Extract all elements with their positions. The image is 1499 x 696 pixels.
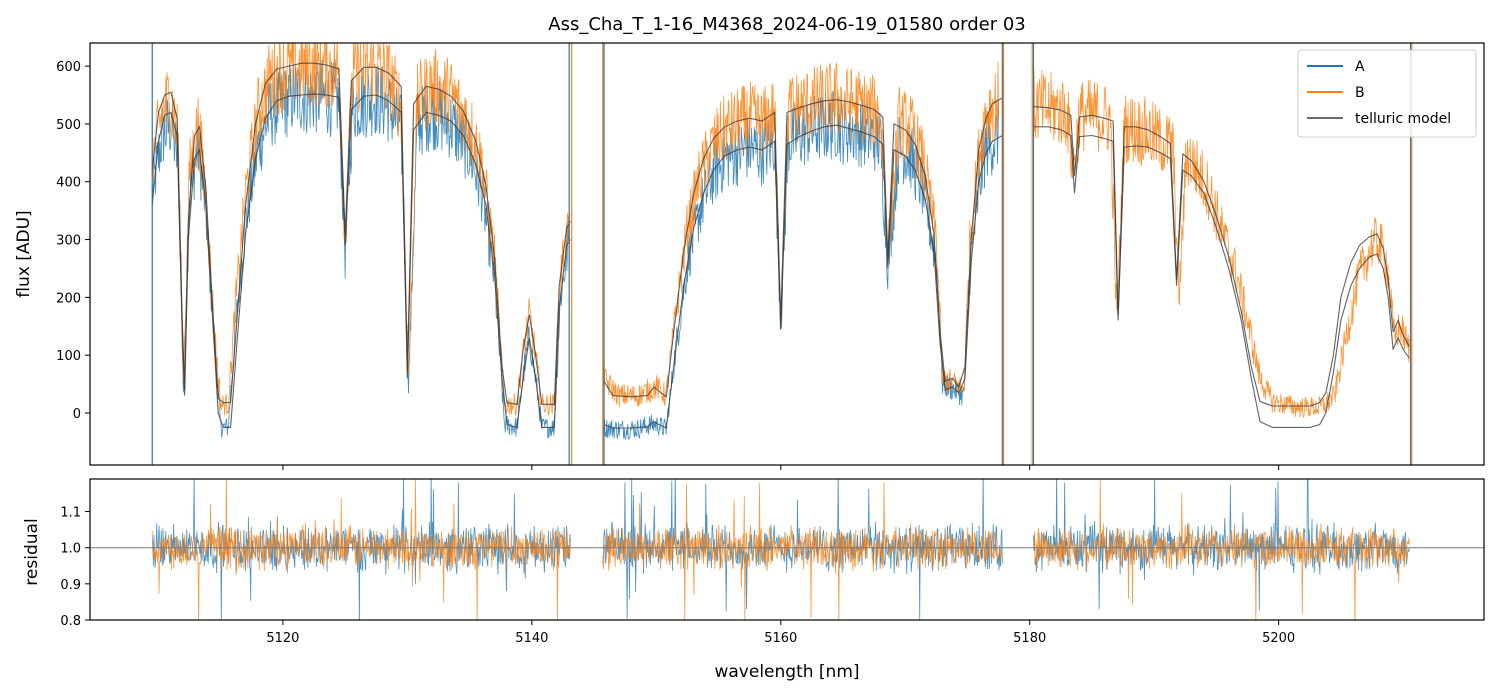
flux-y-tick-label: 500 [56,118,81,133]
telluric-model-curve [1033,106,1410,407]
top-panel-frame [89,42,1485,466]
residual-y-tick-label: 0.8 [60,614,81,629]
residual-y-tick-label: 1.0 [60,542,81,557]
x-tick-label: 5140 [515,631,548,646]
x-tick-label: 5200 [1262,631,1295,646]
residual-y-axis-label: residual [22,518,42,585]
legend-label-b: B [1355,85,1365,101]
flux-y-tick-label: 100 [56,349,81,364]
residual-b-trace [1033,479,1410,620]
telluric-model-curve [151,93,571,429]
flux-x-ticks [282,465,1280,470]
residual-b-trace [151,479,571,620]
flux-y-tick-label: 600 [56,60,81,75]
residual-lines [90,479,1484,620]
flux-y-tick-label: 400 [56,176,81,191]
flux-lines [151,43,1413,465]
telluric-model-curve [1033,126,1410,428]
legend-box [1297,49,1477,138]
residual-y-tick-label: 0.9 [60,578,81,593]
bottom-panel: 0.8 0.9 1.0 1.1 5120 5140 5160 5180 5200 residu… [22,478,1485,682]
x-axis-label: wavelength [nm] [714,662,859,682]
legend-label-model: telluric model [1355,111,1451,127]
flux-y-axis-label: flux [ADU] [14,210,34,297]
telluric-model-curve [603,97,1003,398]
flux-y-tick-label: 300 [56,234,81,249]
flux-y-ticks: 0 100 200 300 400 500 600 [56,60,90,422]
legend-label-a: A [1355,59,1365,75]
figure-title: Ass_Cha_T_1-16_M4368_2024-06-19_01580 or… [548,14,1025,35]
residual-x-ticks: 5120 5140 5160 5180 5200 [266,620,1295,646]
residual-b-trace [602,482,1003,620]
residual-y-tick-label: 1.1 [60,506,81,521]
x-tick-label: 5120 [266,631,299,646]
legend: A B telluric model [1297,49,1477,138]
series-a-trace [151,58,570,439]
top-panel: 0 100 200 300 400 500 600 flux [ADU] A B tellu… [14,42,1485,470]
flux-y-tick-label: 0 [73,407,81,422]
flux-y-tick-label: 200 [56,291,81,306]
x-tick-label: 5160 [764,631,797,646]
telluric-model-curve [603,124,1003,429]
residual-y-ticks: 0.8 0.9 1.0 1.1 [60,506,90,629]
telluric-model-curve [151,62,571,405]
bottom-panel-frame [89,478,1485,621]
x-tick-label: 5180 [1013,631,1046,646]
